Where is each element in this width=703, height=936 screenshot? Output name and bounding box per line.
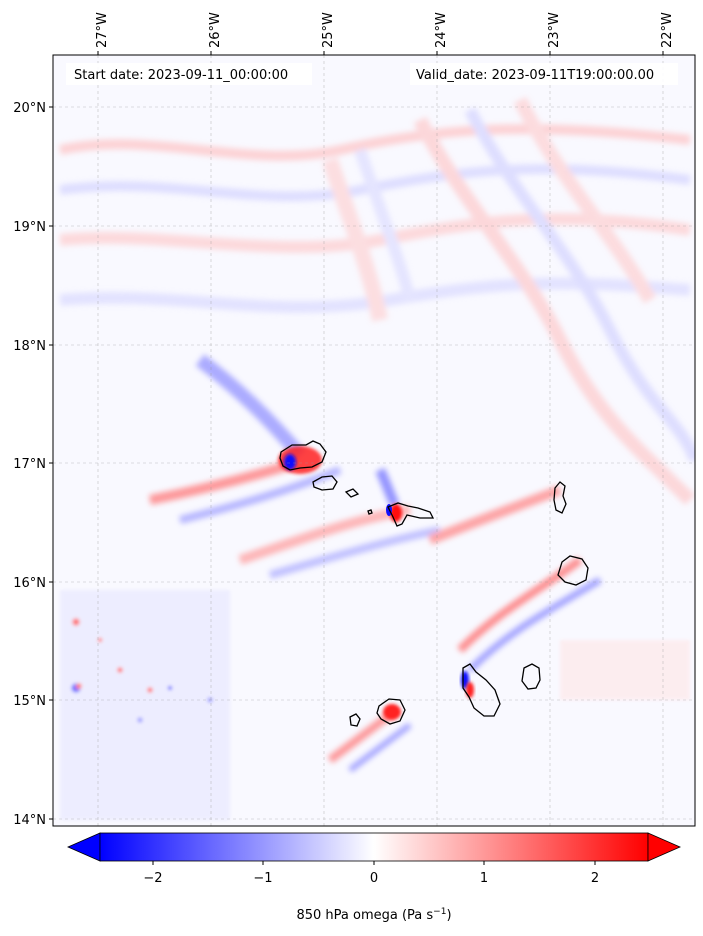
- lat-tick-label: 19°N: [13, 220, 46, 235]
- colorbar-tick-label: 2: [591, 871, 599, 886]
- colorbar: −2 −1 0 1 2 850 hPa omega (Pa s−1): [67, 832, 681, 923]
- island-brava: [349, 713, 361, 727]
- island-maio: [521, 663, 541, 690]
- island-fogo: [376, 698, 406, 725]
- start-date-box: [66, 63, 312, 85]
- lon-tick-label: 27°W: [95, 12, 110, 48]
- colorbar-tick-label: 0: [370, 871, 378, 886]
- lat-tick-label: 20°N: [13, 101, 46, 116]
- colorbar-tick-label: −1: [253, 871, 272, 886]
- lat-tick-label: 14°N: [13, 813, 46, 828]
- lon-axis: 27°W 26°W 25°W 24°W 23°W 22°W: [95, 12, 675, 55]
- coastlines: [279, 440, 589, 727]
- map-panel: Start date: 2023-09-11_00:00:00 Valid_da…: [52, 54, 696, 827]
- island-sao-vicente: [312, 475, 338, 491]
- valid-date-box: [410, 63, 678, 85]
- lon-tick-label: 26°W: [208, 12, 223, 48]
- colorbar-tick-label: −2: [143, 871, 162, 886]
- lon-tick-label: 23°W: [547, 12, 562, 48]
- island-santa-luzia: [344, 488, 360, 498]
- lat-tick-label: 17°N: [13, 457, 46, 472]
- start-date-label: Start date: 2023-09-11_00:00:00: [74, 68, 288, 83]
- island-branco: [367, 509, 373, 515]
- colorbar-extend-low: [67, 832, 101, 862]
- valid-date-label: Valid_date: 2023-09-11T19:00:00.00: [416, 68, 654, 83]
- island-boa-vista: [557, 555, 589, 586]
- lon-tick-label: 24°W: [434, 12, 449, 48]
- island-santiago: [462, 663, 501, 717]
- island-santo-antao: [279, 440, 327, 471]
- lat-tick-label: 15°N: [13, 694, 46, 709]
- colorbar-body: [99, 832, 649, 862]
- colorbar-extend-high: [647, 832, 681, 862]
- lat-tick-label: 16°N: [13, 576, 46, 591]
- lon-tick-label: 22°W: [660, 12, 675, 48]
- lat-tick-label: 18°N: [13, 339, 46, 354]
- gridlines: [53, 55, 695, 826]
- map-frame: [52, 54, 696, 827]
- colorbar-label: 850 hPa omega (Pa s−1): [296, 907, 451, 923]
- colorbar-tick-label: 1: [480, 871, 488, 886]
- lon-tick-label: 25°W: [321, 12, 336, 48]
- omega-field: [53, 55, 695, 826]
- lat-axis: 20°N 19°N 18°N 17°N 16°N 15°N 14°N: [13, 101, 53, 828]
- island-sal: [553, 481, 567, 514]
- island-sao-nicolau: [387, 502, 435, 527]
